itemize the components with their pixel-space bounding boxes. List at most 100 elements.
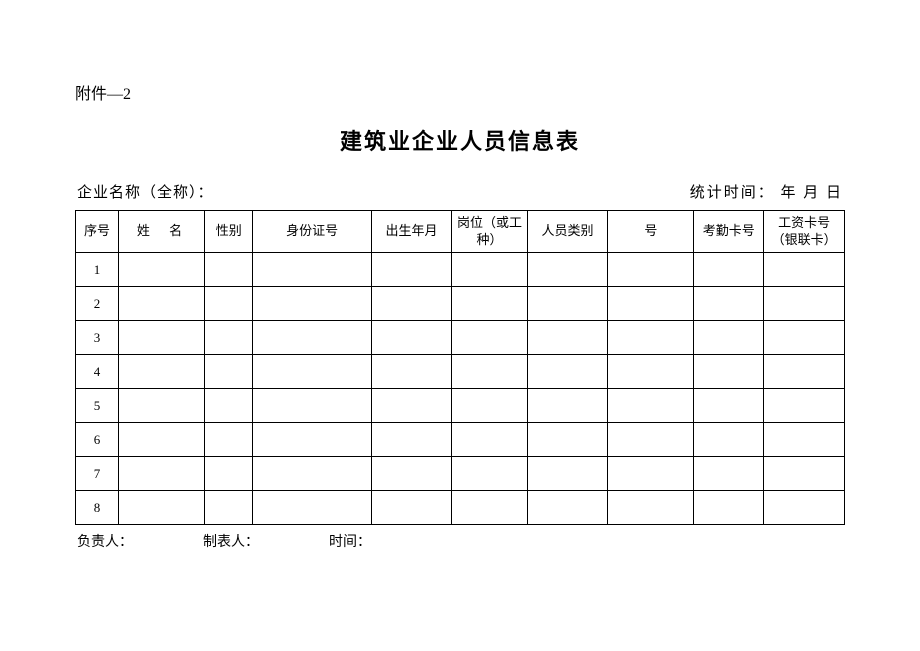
cell-attendance (694, 491, 764, 525)
cell-number (608, 457, 694, 491)
cell-gender (205, 321, 253, 355)
column-header-attendance: 考勤卡号 (694, 211, 764, 253)
cell-position (452, 389, 527, 423)
cell-id (253, 287, 371, 321)
cell-name (119, 355, 205, 389)
cell-seq: 2 (76, 287, 119, 321)
cell-position (452, 287, 527, 321)
preparer-label: 制表人： (203, 531, 259, 551)
cell-category (527, 457, 608, 491)
cell-attendance (694, 253, 764, 287)
cell-id (253, 423, 371, 457)
cell-birth (371, 287, 452, 321)
cell-birth (371, 389, 452, 423)
attachment-label: 附件—2 (75, 80, 845, 104)
table-row: 2 (76, 287, 845, 321)
time-label: 时间： (329, 531, 371, 551)
table-row: 3 (76, 321, 845, 355)
column-header-salary: 工资卡号（银联卡） (764, 211, 845, 253)
cell-name (119, 389, 205, 423)
cell-salary (764, 491, 845, 525)
column-header-position: 岗位（或工种） (452, 211, 527, 253)
cell-category (527, 253, 608, 287)
footer-row: 负责人： 制表人： 时间： (75, 531, 845, 551)
table-row: 4 (76, 355, 845, 389)
cell-gender (205, 287, 253, 321)
cell-seq: 5 (76, 389, 119, 423)
cell-birth (371, 321, 452, 355)
column-header-id: 身份证号 (253, 211, 371, 253)
cell-category (527, 287, 608, 321)
cell-id (253, 321, 371, 355)
cell-gender (205, 457, 253, 491)
column-header-number: 号 (608, 211, 694, 253)
cell-salary (764, 423, 845, 457)
cell-id (253, 253, 371, 287)
cell-number (608, 287, 694, 321)
cell-birth (371, 457, 452, 491)
cell-attendance (694, 423, 764, 457)
cell-salary (764, 355, 845, 389)
cell-seq: 7 (76, 457, 119, 491)
cell-id (253, 355, 371, 389)
column-header-seq: 序号 (76, 211, 119, 253)
cell-name (119, 457, 205, 491)
cell-gender (205, 491, 253, 525)
header-row: 企业名称（全称）： 统计时间： 年 月 日 (75, 181, 845, 202)
cell-category (527, 321, 608, 355)
cell-gender (205, 355, 253, 389)
cell-birth (371, 253, 452, 287)
cell-number (608, 355, 694, 389)
cell-category (527, 355, 608, 389)
cell-number (608, 491, 694, 525)
statistics-date-label: 统计时间： 年 月 日 (690, 181, 843, 202)
responsible-label: 负责人： (77, 531, 133, 551)
cell-birth (371, 423, 452, 457)
cell-gender (205, 389, 253, 423)
column-header-birth: 出生年月 (371, 211, 452, 253)
cell-attendance (694, 287, 764, 321)
cell-birth (371, 491, 452, 525)
cell-id (253, 491, 371, 525)
cell-number (608, 423, 694, 457)
cell-gender (205, 423, 253, 457)
cell-attendance (694, 389, 764, 423)
table-row: 7 (76, 457, 845, 491)
cell-name (119, 253, 205, 287)
cell-attendance (694, 457, 764, 491)
personnel-table: 序号姓 名性别身份证号出生年月岗位（或工种）人员类别号考勤卡号工资卡号（银联卡）… (75, 210, 845, 525)
cell-position (452, 321, 527, 355)
cell-seq: 3 (76, 321, 119, 355)
cell-position (452, 355, 527, 389)
cell-salary (764, 389, 845, 423)
cell-attendance (694, 355, 764, 389)
column-header-gender: 性别 (205, 211, 253, 253)
cell-salary (764, 253, 845, 287)
cell-name (119, 321, 205, 355)
cell-salary (764, 321, 845, 355)
column-header-name: 姓 名 (119, 211, 205, 253)
cell-name (119, 287, 205, 321)
document-title: 建筑业企业人员信息表 (75, 124, 845, 156)
table-header-row: 序号姓 名性别身份证号出生年月岗位（或工种）人员类别号考勤卡号工资卡号（银联卡） (76, 211, 845, 253)
table-row: 5 (76, 389, 845, 423)
cell-seq: 8 (76, 491, 119, 525)
table-row: 8 (76, 491, 845, 525)
cell-salary (764, 457, 845, 491)
column-header-category: 人员类别 (527, 211, 608, 253)
cell-number (608, 253, 694, 287)
cell-salary (764, 287, 845, 321)
cell-seq: 1 (76, 253, 119, 287)
table-row: 1 (76, 253, 845, 287)
cell-gender (205, 253, 253, 287)
cell-id (253, 389, 371, 423)
cell-position (452, 457, 527, 491)
company-name-label: 企业名称（全称）： (77, 181, 214, 202)
cell-number (608, 321, 694, 355)
cell-category (527, 491, 608, 525)
cell-id (253, 457, 371, 491)
cell-category (527, 389, 608, 423)
cell-name (119, 423, 205, 457)
table-body: 12345678 (76, 253, 845, 525)
cell-seq: 4 (76, 355, 119, 389)
